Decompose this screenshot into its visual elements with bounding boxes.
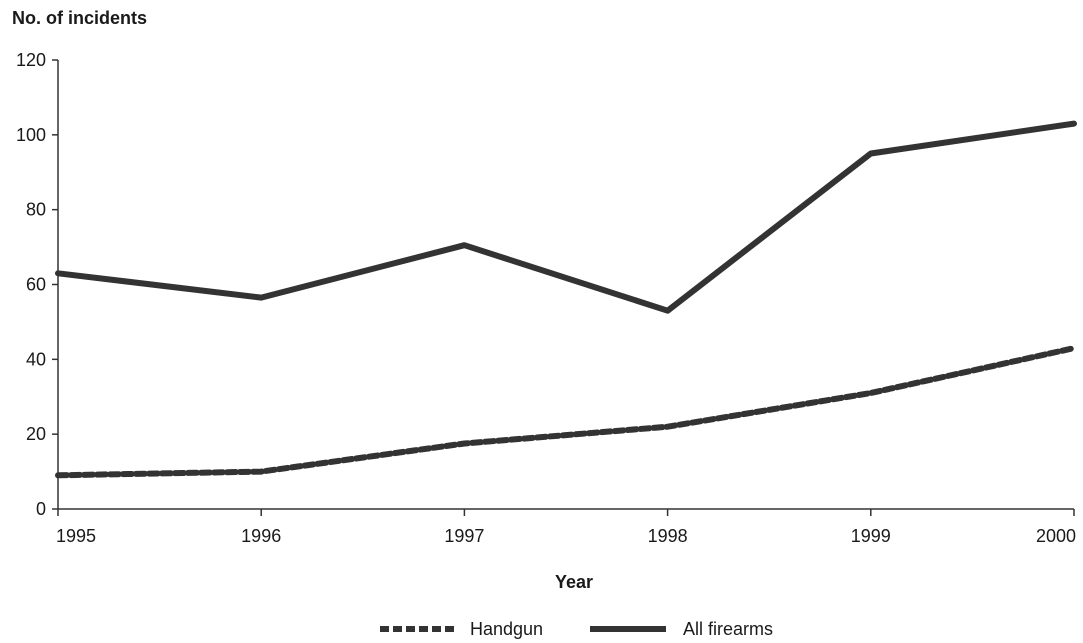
y-tick-label: 40 bbox=[26, 349, 46, 369]
y-tick-label: 60 bbox=[26, 275, 46, 295]
y-tick-label: 100 bbox=[16, 125, 46, 145]
y-tick-label: 0 bbox=[36, 499, 46, 519]
x-axis-title: Year bbox=[555, 572, 593, 592]
y-tick-label: 80 bbox=[26, 200, 46, 220]
series-line-handgun bbox=[55, 345, 1077, 479]
x-tick-label: 1997 bbox=[444, 526, 484, 546]
x-tick-label: 1995 bbox=[56, 526, 96, 546]
legend-label-handgun: Handgun bbox=[470, 619, 543, 639]
y-axis-title: No. of incidents bbox=[12, 8, 147, 28]
series-line-all-firearms bbox=[55, 120, 1077, 314]
x-tick-label: 1999 bbox=[851, 526, 891, 546]
y-tick-label: 120 bbox=[16, 50, 46, 70]
axes bbox=[57, 60, 1074, 510]
legend: Handgun All firearms bbox=[380, 619, 773, 639]
series-lines bbox=[55, 120, 1077, 479]
y-tick-label: 20 bbox=[26, 424, 46, 444]
x-tick-label: 1998 bbox=[648, 526, 688, 546]
x-tick-label: 2000 bbox=[1036, 526, 1076, 546]
legend-label-all-firearms: All firearms bbox=[683, 619, 773, 639]
x-tick-label: 1996 bbox=[241, 526, 281, 546]
y-axis-ticks: 0 20 40 60 80 100 120 bbox=[16, 50, 58, 519]
x-axis-ticks: 1995 1996 1997 1998 1999 2000 bbox=[56, 509, 1076, 546]
